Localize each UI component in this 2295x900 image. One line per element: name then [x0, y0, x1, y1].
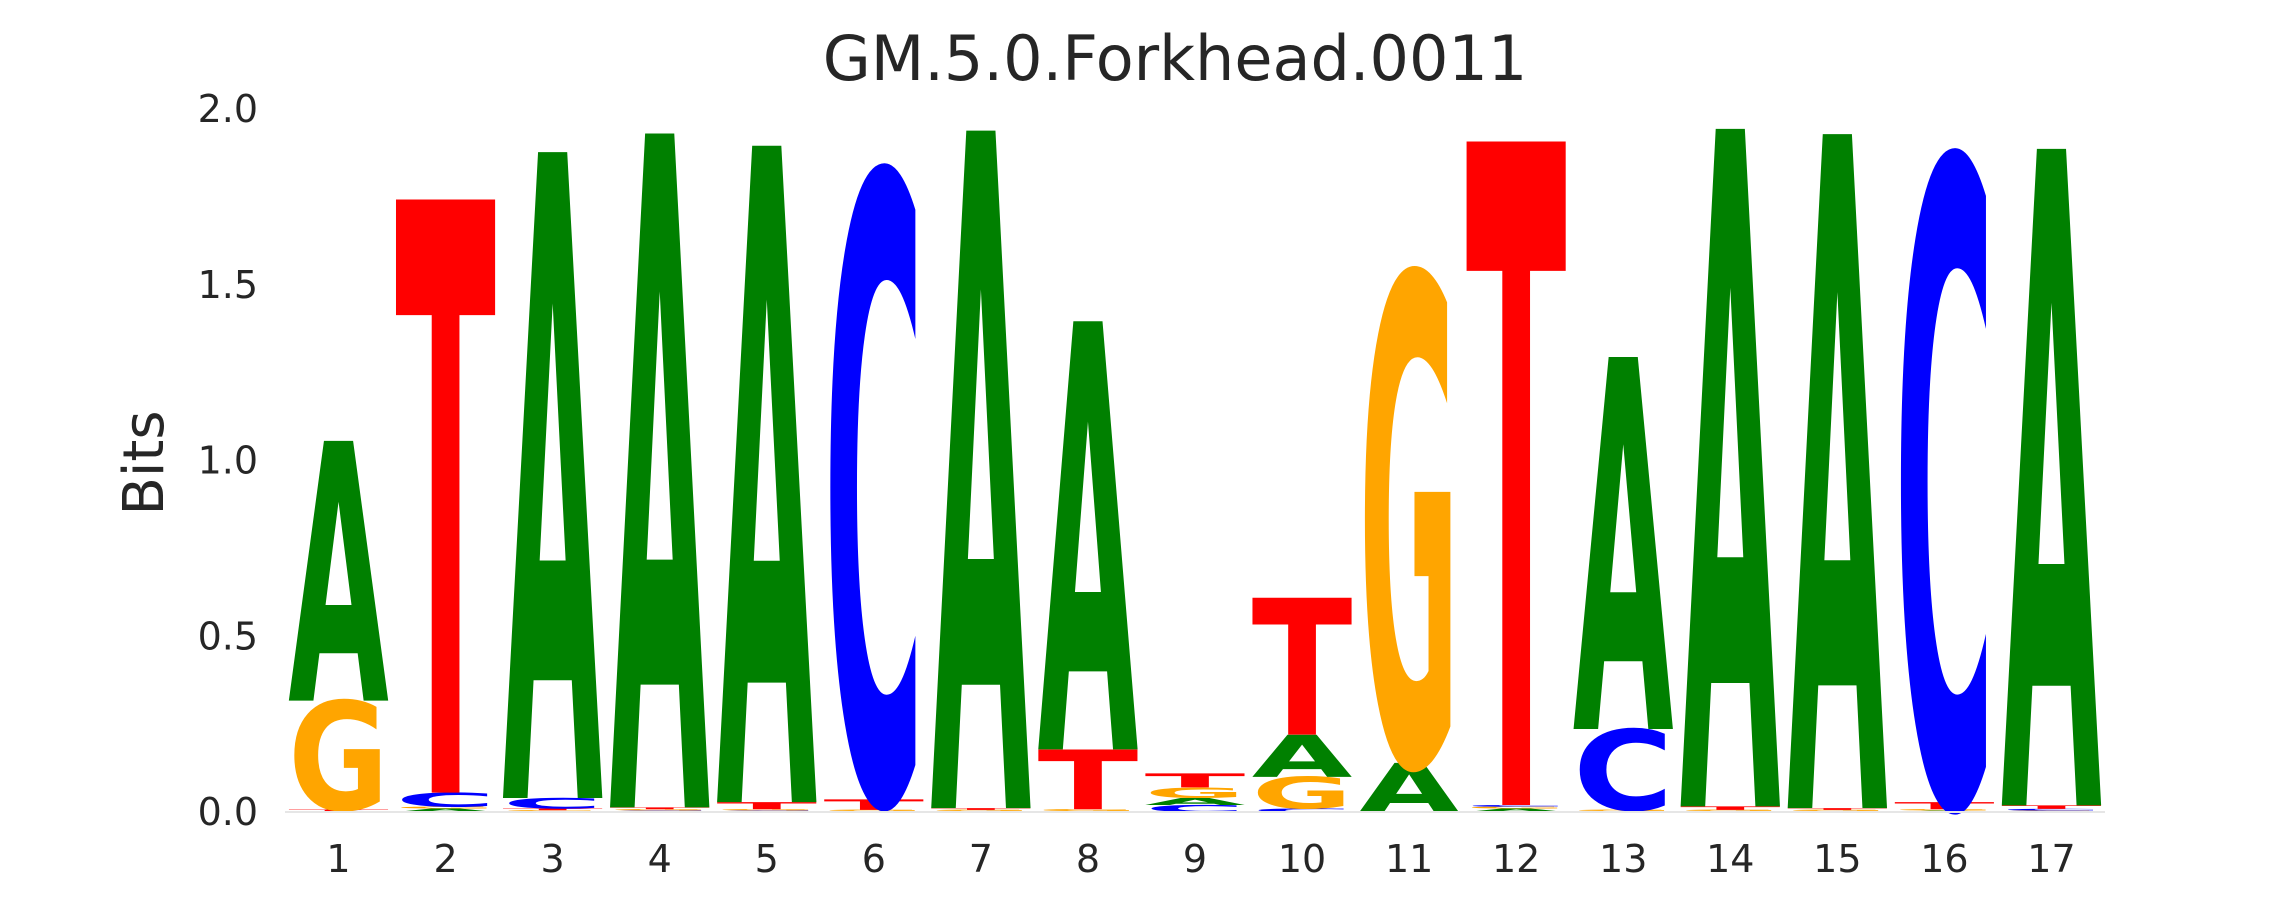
logo-letter-A: A — [716, 0, 818, 900]
logo-letter-A: A — [395, 808, 496, 814]
logo-letter-A: A — [502, 0, 604, 900]
logo-letter-T: T — [716, 800, 817, 811]
x-tick-label: 14 — [1706, 837, 1754, 881]
logo-letter-C: C — [1466, 804, 1567, 807]
logo-letter-A: A — [1573, 255, 1675, 850]
logo-letter-C: C — [502, 795, 603, 812]
x-tick-label: 17 — [2027, 837, 2075, 881]
logo-letter-G: G — [1038, 809, 1139, 812]
logo-letter-A: A — [931, 0, 1033, 900]
logo-letter-G: G — [1252, 768, 1353, 818]
x-tick-label: 16 — [1920, 837, 1968, 881]
logo-letter-C: C — [1894, 0, 1995, 900]
logo-letter-G: G — [1145, 785, 1246, 802]
logo-letter-A: A — [1038, 205, 1140, 888]
logo-letter-T: T — [1252, 560, 1353, 779]
logo-letter-A: A — [609, 0, 711, 900]
logo-column: GCTA — [2001, 0, 2103, 900]
logo-letter-T: T — [288, 809, 389, 811]
x-tick-label: 13 — [1599, 837, 1647, 881]
logo-letter-A: A — [1252, 723, 1353, 790]
x-axis-ticks: 1 2 3 4 5 6 7 8 9 10 11 12 13 14 15 16 17 — [326, 837, 2075, 881]
x-tick-label: 7 — [969, 837, 993, 881]
x-tick-label: 5 — [755, 837, 779, 881]
x-tick-label: 2 — [433, 837, 457, 881]
logo-letter-G: G — [1466, 806, 1567, 809]
x-tick-label: 12 — [1492, 837, 1540, 881]
logo-letter-A: A — [1466, 808, 1567, 814]
logo-column: AG — [1359, 142, 1460, 900]
logo-letter-C: C — [1573, 708, 1674, 837]
logo-letter-C: C — [1252, 808, 1353, 814]
x-tick-label: 15 — [1813, 837, 1861, 881]
x-tick-label: 3 — [541, 837, 565, 881]
logo-letter-T: T — [502, 808, 603, 811]
logo-letter-C: C — [1145, 803, 1246, 814]
logo-letter-A: A — [1680, 0, 1782, 900]
logo-letter-G: G — [1359, 142, 1460, 900]
logo-letter-G: G — [1573, 810, 1674, 812]
logo-letter-G: G — [395, 806, 496, 809]
x-tick-label: 4 — [648, 837, 672, 881]
logo-letter-T: T — [1038, 734, 1139, 829]
logo-letter-A: A — [1787, 0, 1889, 900]
logo-letter-T: T — [1680, 805, 1781, 811]
y-tick-label: 0.0 — [198, 790, 258, 834]
logo-letter-G: G — [1787, 810, 1888, 812]
logo-letter-G: G — [288, 672, 389, 846]
logo-letter-G: G — [931, 810, 1032, 812]
y-tick-label: 2.0 — [198, 87, 258, 131]
logo-letter-T: T — [609, 807, 710, 810]
logo-letter-C: C — [2001, 808, 2102, 811]
x-tick-label: 8 — [1076, 837, 1100, 881]
logo-letter-A: A — [2001, 0, 2103, 900]
logo-letter-T: T — [1894, 800, 1995, 811]
x-tick-label: 1 — [326, 837, 350, 881]
logo-letter-T: T — [1787, 808, 1888, 811]
logo-letter-A: A — [1145, 796, 1246, 807]
chart-title: GM.5.0.Forkhead.0011 — [823, 22, 1528, 95]
logo-letter-A: A — [288, 371, 390, 786]
y-tick-label: 1.0 — [198, 439, 258, 483]
logo-letter-T: T — [1466, 0, 1567, 900]
x-tick-label: 9 — [1183, 837, 1207, 881]
logo-column: CTGA — [288, 371, 390, 846]
logo-letter-T: T — [931, 808, 1032, 811]
logo-stacks: CTGAAGCTGTCACGTACGTAAGTCCGTACGTACAGTCGAT… — [288, 0, 2103, 900]
y-tick-label: 1.5 — [198, 263, 258, 307]
y-axis-ticks: 0.0 0.5 1.0 1.5 2.0 — [198, 87, 258, 834]
logo-letter-G: G — [1680, 810, 1781, 812]
logo-column: GTCA — [502, 0, 604, 900]
logo-letter-T: T — [395, 37, 496, 900]
x-tick-label: 10 — [1278, 837, 1326, 881]
logo-letter-C: C — [395, 789, 496, 811]
logo-letter-T: T — [1145, 769, 1246, 792]
logo-letter-T: T — [2001, 804, 2102, 810]
logo-letter-A: A — [1359, 750, 1460, 828]
logo-letter-C: C — [824, 3, 925, 900]
logo-letter-G: G — [824, 810, 925, 812]
logo-letter-G: G — [609, 809, 710, 811]
y-axis-label: Bits — [112, 410, 177, 515]
logo-letter-T: T — [824, 797, 925, 814]
x-tick-label: 6 — [862, 837, 886, 881]
logo-letter-G: G — [1894, 809, 1995, 811]
logo-letter-G: G — [716, 809, 817, 811]
y-tick-label: 0.5 — [198, 614, 258, 658]
x-tick-label: 11 — [1385, 837, 1433, 881]
